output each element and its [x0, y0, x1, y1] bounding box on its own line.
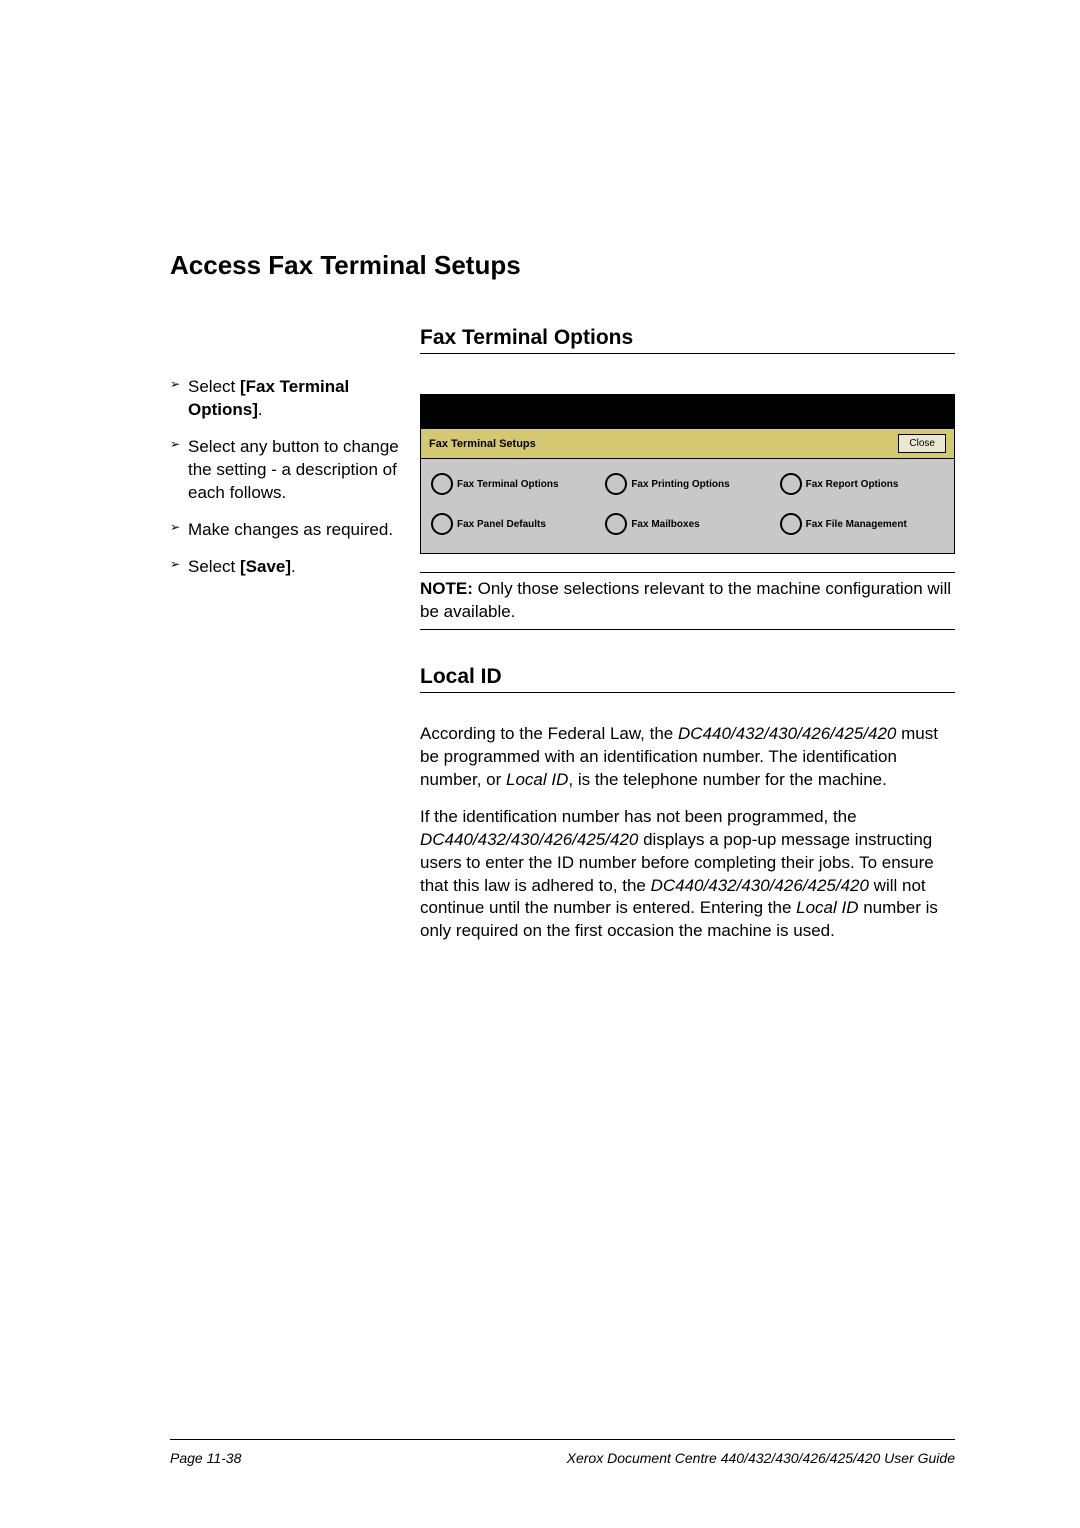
para-italic: DC440/432/430/426/425/420 [420, 830, 638, 849]
para-italic: DC440/432/430/426/425/420 [651, 876, 869, 895]
note-block: NOTE: Only those selections relevant to … [420, 572, 955, 630]
right-column: Fax Terminal Options Fax Terminal Setups… [420, 326, 955, 957]
close-button[interactable]: Close [898, 434, 946, 453]
para-text: According to the Federal Law, the [420, 724, 678, 743]
instruction-list: Select [Fax Terminal Options]. Select an… [170, 376, 400, 579]
circle-icon [780, 473, 802, 495]
bullet-post: . [291, 557, 296, 576]
button-row-2: Fax Panel Defaults Fax Mailboxes Fax Fil… [431, 513, 944, 535]
list-item: Select any button to change the setting … [170, 436, 400, 505]
sub-heading-fax-options: Fax Terminal Options [420, 326, 955, 354]
list-item: Select [Save]. [170, 556, 400, 579]
panel-body: Fax Terminal Options Fax Printing Option… [421, 458, 954, 553]
bullet-post: . [258, 400, 263, 419]
panel-topbar [421, 395, 954, 428]
bullet-pre: Make changes as required. [188, 520, 393, 539]
panel-title: Fax Terminal Setups [429, 438, 536, 450]
circle-icon [431, 473, 453, 495]
para-italic: Local ID [506, 770, 568, 789]
para-text: If the identification number has not bee… [420, 807, 857, 826]
fax-panel-defaults-button[interactable]: Fax Panel Defaults [431, 513, 595, 535]
fax-mailboxes-button[interactable]: Fax Mailboxes [605, 513, 769, 535]
circle-icon [780, 513, 802, 535]
button-label: Fax Terminal Options [457, 479, 559, 490]
button-label: Fax Printing Options [631, 479, 729, 490]
fax-report-options-button[interactable]: Fax Report Options [780, 473, 944, 495]
local-id-para-1: According to the Federal Law, the DC440/… [420, 723, 955, 792]
button-row-1: Fax Terminal Options Fax Printing Option… [431, 473, 944, 495]
page-footer: Page 11-38 Xerox Document Centre 440/432… [170, 1450, 955, 1466]
list-item: Select [Fax Terminal Options]. [170, 376, 400, 422]
bullet-pre: Select [188, 557, 240, 576]
para-italic: DC440/432/430/426/425/420 [678, 724, 896, 743]
footer-divider [170, 1439, 955, 1440]
bullet-bold: [Save] [240, 557, 291, 576]
local-id-para-2: If the identification number has not bee… [420, 806, 955, 944]
button-label: Fax Panel Defaults [457, 519, 546, 530]
bullet-pre: Select any button to change the setting … [188, 437, 399, 502]
fax-file-management-button[interactable]: Fax File Management [780, 513, 944, 535]
circle-icon [431, 513, 453, 535]
main-heading: Access Fax Terminal Setups [170, 250, 955, 281]
list-item: Make changes as required. [170, 519, 400, 542]
bullet-pre: Select [188, 377, 240, 396]
button-label: Fax Report Options [806, 479, 899, 490]
button-label: Fax File Management [806, 519, 907, 530]
note-label: NOTE: [420, 579, 473, 598]
footer-right: Xerox Document Centre 440/432/430/426/42… [567, 1450, 955, 1466]
sub-heading-local-id: Local ID [420, 665, 955, 693]
para-text: , is the telephone number for the machin… [568, 770, 886, 789]
panel-header: Fax Terminal Setups Close [421, 428, 954, 458]
para-italic: Local ID [796, 898, 858, 917]
note-text: Only those selections relevant to the ma… [420, 579, 951, 621]
fax-setups-panel: Fax Terminal Setups Close Fax Terminal O… [420, 394, 955, 554]
fax-terminal-section: Select [Fax Terminal Options]. Select an… [170, 326, 955, 957]
left-column: Select [Fax Terminal Options]. Select an… [170, 326, 400, 957]
circle-icon [605, 513, 627, 535]
footer-left: Page 11-38 [170, 1450, 241, 1466]
button-label: Fax Mailboxes [631, 519, 699, 530]
fax-printing-options-button[interactable]: Fax Printing Options [605, 473, 769, 495]
fax-terminal-options-button[interactable]: Fax Terminal Options [431, 473, 595, 495]
circle-icon [605, 473, 627, 495]
page-container: Access Fax Terminal Setups Select [Fax T… [0, 0, 1080, 1528]
